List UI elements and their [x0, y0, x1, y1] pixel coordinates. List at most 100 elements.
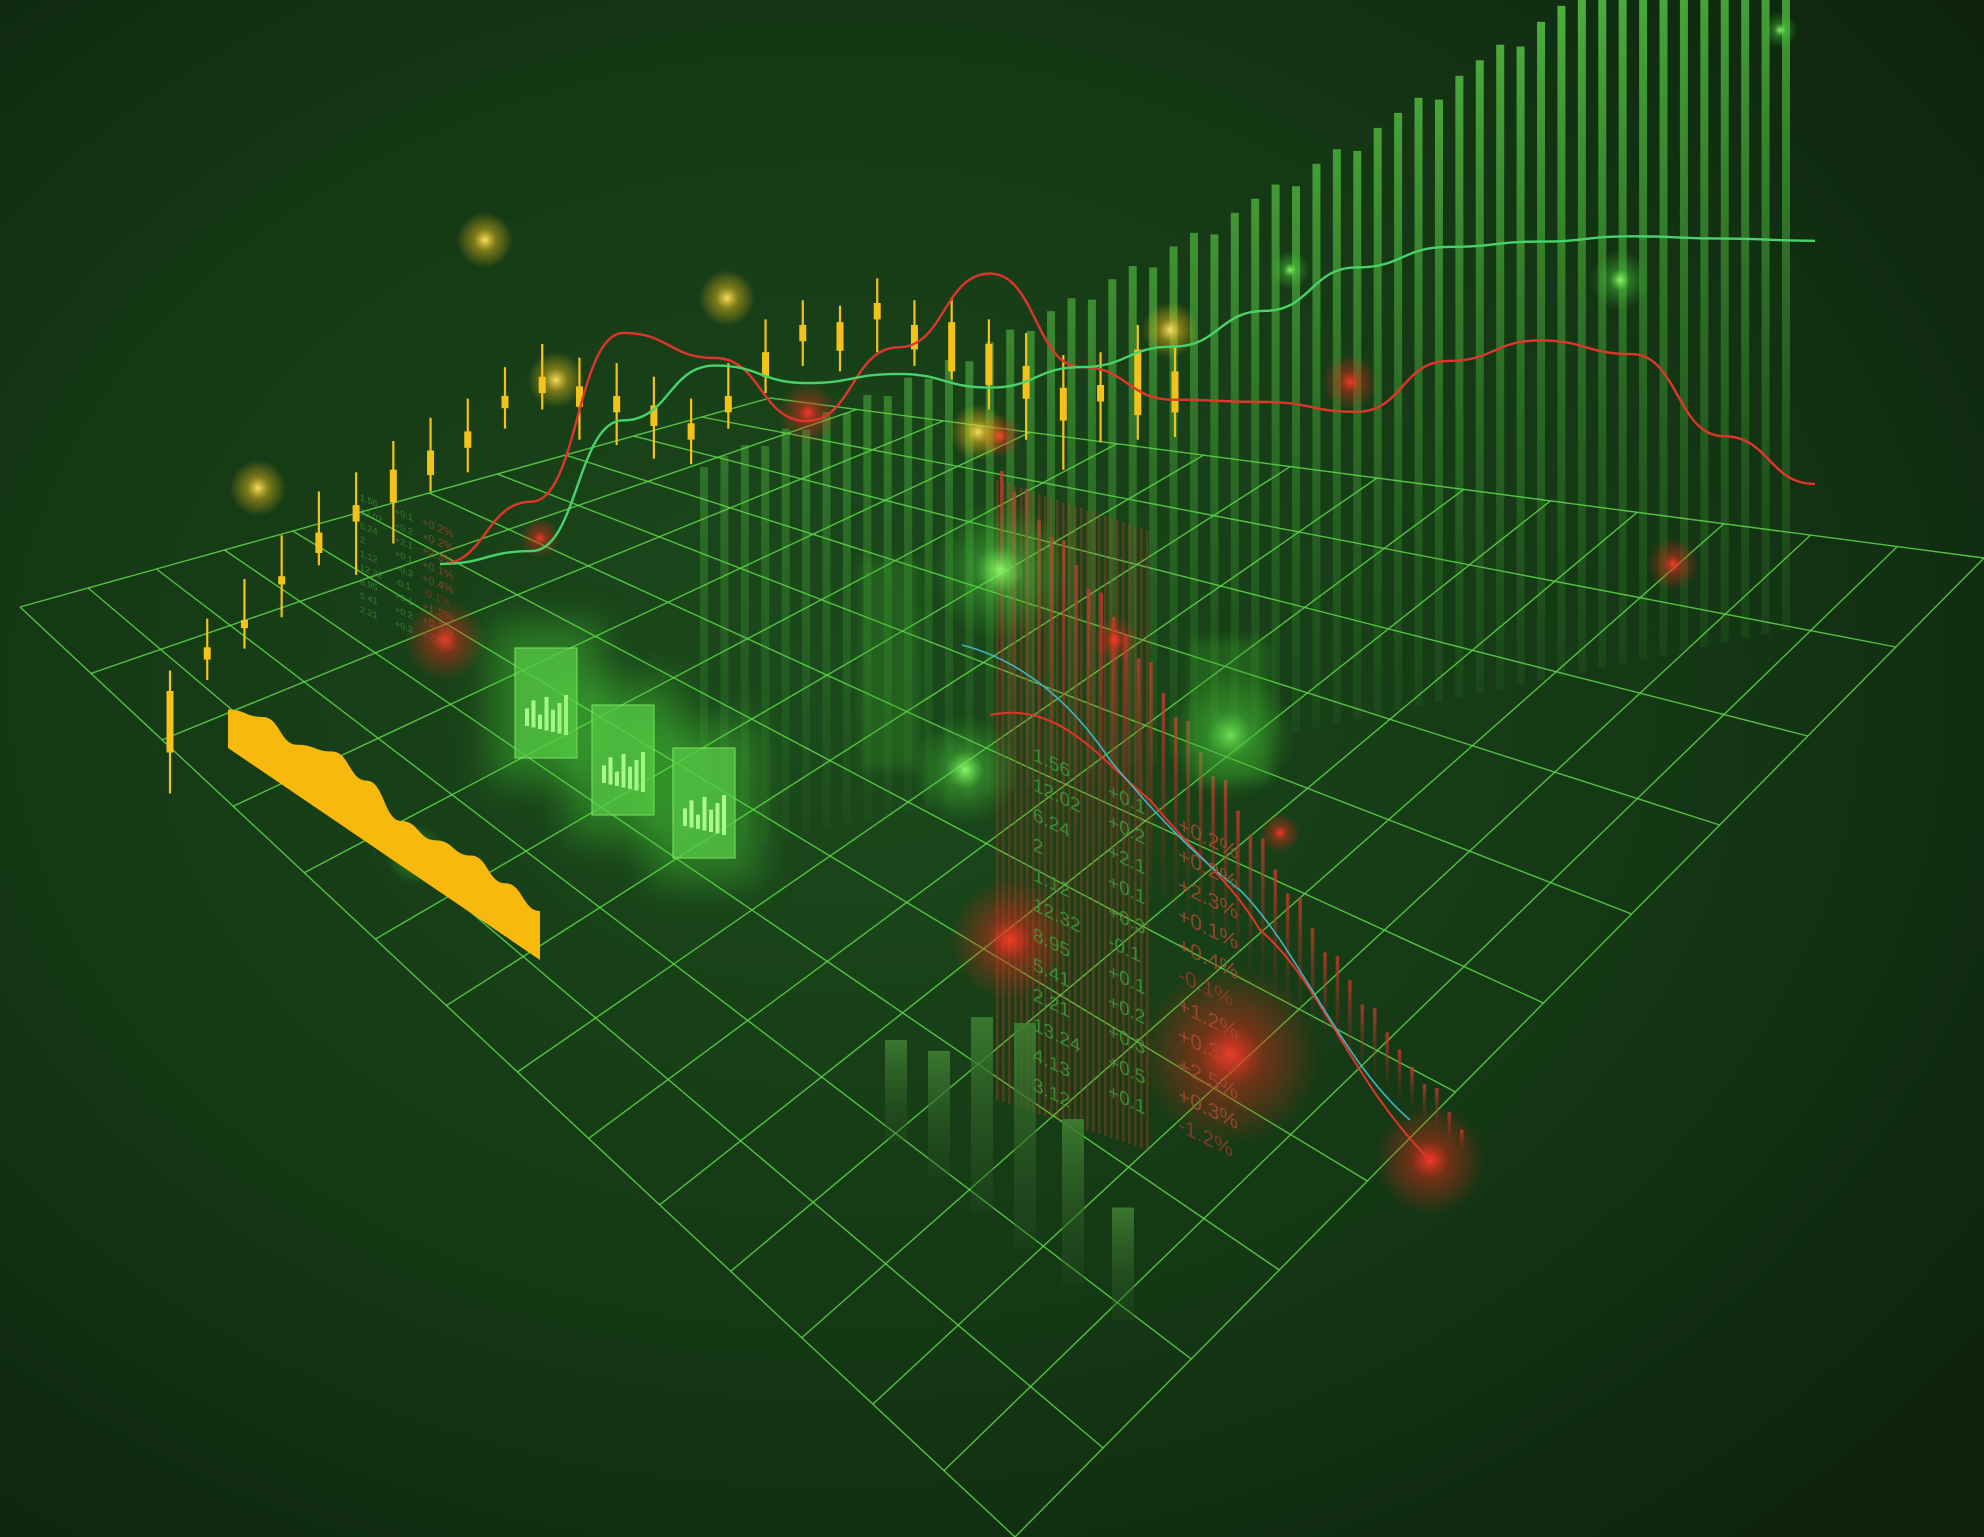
- red-bar: [1174, 717, 1178, 908]
- green-bar: [1312, 163, 1321, 728]
- yellow-area-chart: [228, 709, 540, 960]
- green-bar: [1414, 97, 1423, 707]
- widget-bar: [538, 714, 542, 729]
- candle-body: [352, 505, 360, 522]
- red-bar: [1080, 508, 1083, 1128]
- red-bar: [1146, 530, 1149, 1150]
- red-bar: [1136, 658, 1141, 876]
- green-bar: [761, 445, 770, 843]
- green-glow: [1590, 250, 1650, 310]
- green-bar: [802, 429, 811, 834]
- red-bar: [1211, 775, 1215, 940]
- red-bar: [1161, 693, 1166, 898]
- candle-body: [687, 423, 695, 440]
- green-bar: [1087, 299, 1096, 775]
- red-glow: [1322, 354, 1378, 410]
- ticker-price: 2: [360, 534, 365, 546]
- green-haze: [860, 560, 920, 770]
- green-glow: [1270, 250, 1310, 290]
- red-bar: [1116, 520, 1119, 1140]
- red-glow: [1140, 965, 1320, 1145]
- candle-body: [1171, 371, 1179, 413]
- widget-bar: [615, 771, 619, 786]
- green-bar: [1496, 44, 1505, 690]
- candle-body: [762, 352, 770, 377]
- green-bar: [1394, 112, 1403, 711]
- red-glow: [950, 880, 1070, 1000]
- red-bar: [1149, 662, 1153, 887]
- grid-line: [232, 431, 1031, 807]
- red-bar: [1020, 488, 1023, 1108]
- candle-body: [948, 322, 956, 372]
- grid-line: [90, 408, 857, 675]
- front-bar-chart: [885, 1017, 1134, 1320]
- grid-line: [659, 500, 1551, 1206]
- cyan-line: [961, 644, 1411, 1121]
- red-bar: [1134, 526, 1137, 1146]
- red-bar: [1014, 486, 1017, 1106]
- green-bar: [1475, 60, 1484, 694]
- grid-line: [701, 416, 1897, 648]
- candle-body: [427, 450, 435, 476]
- green-bar: [1761, 0, 1770, 635]
- green-bar: [1720, 0, 1729, 643]
- red-bar: [1104, 516, 1107, 1136]
- red-bar: [1050, 498, 1053, 1118]
- candle-body: [501, 395, 509, 409]
- candle-glow: [457, 212, 513, 268]
- red-bar: [1038, 494, 1041, 1114]
- candle-body: [799, 324, 807, 342]
- green-bar: [1108, 279, 1117, 771]
- green-bar: [1128, 265, 1137, 766]
- green-glow: [1762, 12, 1798, 48]
- mini-widget: [490, 623, 602, 783]
- grid-line: [565, 454, 1720, 826]
- green-bar: [720, 456, 729, 851]
- green-bar: [1251, 198, 1260, 741]
- grid-line: [943, 546, 1898, 1472]
- red-glow: [1260, 813, 1300, 853]
- green-bar: [740, 445, 749, 847]
- red-glow: [1093, 618, 1137, 662]
- candle-body: [1097, 385, 1105, 402]
- green-line: [439, 235, 1816, 566]
- green-bar: [1149, 267, 1158, 762]
- red-bar: [1049, 536, 1054, 803]
- candle-glow: [230, 460, 286, 516]
- grid-line: [633, 435, 1808, 737]
- candle-body: [650, 405, 658, 426]
- green-bar: [1455, 75, 1464, 698]
- red-bar: [1068, 504, 1071, 1124]
- widget-bar: [715, 803, 720, 834]
- red-bar: [1223, 779, 1228, 950]
- red-bar: [1372, 1008, 1377, 1077]
- red-glow: [520, 518, 560, 558]
- front-bar: [928, 1051, 950, 1176]
- green-bar: [1332, 149, 1341, 724]
- red-bar: [1026, 490, 1029, 1110]
- red-bar: [1140, 528, 1143, 1148]
- red-bar: [1062, 540, 1066, 813]
- red-bar: [1074, 506, 1077, 1126]
- red-bar: [1074, 564, 1079, 824]
- candle-body: [873, 303, 881, 320]
- candle-body: [985, 344, 993, 386]
- red-bar: [1236, 810, 1240, 961]
- grid-line: [224, 549, 1280, 1271]
- candle-body: [166, 691, 174, 753]
- widget-bar: [722, 795, 726, 835]
- widget-bar: [621, 753, 626, 788]
- widget-bar: [683, 808, 687, 826]
- candle-glow: [699, 270, 755, 326]
- green-bar: [1741, 0, 1750, 639]
- green-bar: [1373, 127, 1382, 715]
- red-bar: [1124, 634, 1128, 866]
- front-bar: [885, 1040, 907, 1140]
- grid-line: [1014, 557, 1984, 1537]
- grid-line: [730, 511, 1638, 1272]
- red-bar: [1062, 502, 1065, 1122]
- red-glow: [405, 600, 485, 680]
- green-bar: [924, 378, 933, 809]
